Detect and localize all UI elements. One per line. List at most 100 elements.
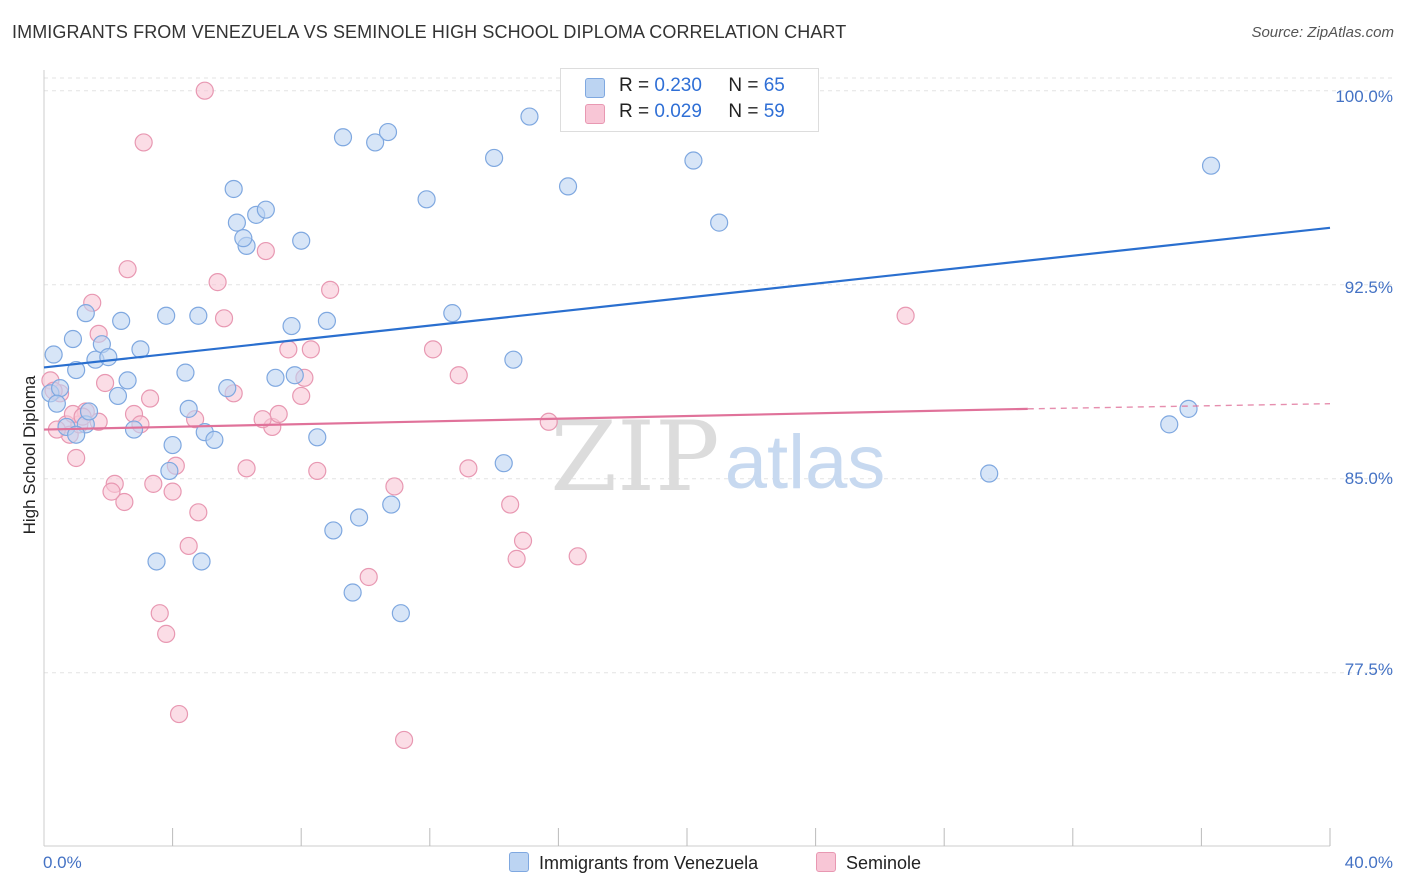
venezuela-point-32 <box>324 521 343 540</box>
seminole-point-28 <box>256 241 275 261</box>
venezuela-point-12 <box>112 311 131 331</box>
axes <box>43 70 1331 847</box>
seminole-point-18 <box>157 624 176 643</box>
seminole-point-15 <box>134 133 153 152</box>
venezuela-point-39 <box>391 604 410 623</box>
venezuela-trend-line <box>43 226 1331 369</box>
seminole-point-11 <box>115 492 134 512</box>
bottom-legend-label-venezuela: Immigrants from Venezuela <box>539 853 759 873</box>
seminole-point-30 <box>269 404 288 424</box>
watermark-zip: ZIP <box>550 401 719 513</box>
venezuela-point-53 <box>1179 399 1198 418</box>
seminole-point-23 <box>195 81 214 100</box>
venezuela-point-4 <box>63 329 83 349</box>
venezuela-point-37 <box>378 122 398 142</box>
seminole-point-38 <box>423 340 443 359</box>
venezuela-point-48 <box>684 151 703 170</box>
venezuela-point-31 <box>317 311 337 331</box>
venezuela-point-34 <box>343 583 362 602</box>
venezuela-point-19 <box>205 430 224 449</box>
venezuela-point-38 <box>382 495 401 514</box>
venezuela-point-45 <box>520 107 539 126</box>
r-label: R = <box>619 75 650 96</box>
seminole-point-4 <box>67 448 86 468</box>
trend-lines <box>43 226 1331 431</box>
venezuela-point-56 <box>67 425 86 444</box>
venezuela-point-61 <box>234 229 253 248</box>
venezuela-point-10 <box>99 348 118 367</box>
seminole-point-19 <box>163 482 182 501</box>
venezuela-point-63 <box>147 552 166 571</box>
seminole-point-37 <box>394 730 414 750</box>
seminole-point-32 <box>292 386 311 406</box>
seminole-point-41 <box>501 495 520 514</box>
venezuela-point-41 <box>443 304 462 323</box>
seminole-point-34 <box>321 280 340 299</box>
venezuela-point-11 <box>108 386 128 406</box>
venezuela-point-49 <box>710 213 729 232</box>
seminole-point-42 <box>507 549 526 568</box>
seminole-point-33 <box>308 461 327 481</box>
correlation-legend: R = 0.230 N = 65 R = 0.029 N = 59 <box>560 68 819 132</box>
venezuela-point-28 <box>285 366 304 385</box>
y-tick-label-85: 85.0% <box>1344 469 1393 488</box>
venezuela-point-52 <box>1160 415 1179 434</box>
venezuela-point-44 <box>504 350 523 369</box>
r-value: 0.029 <box>654 101 702 122</box>
seminole-point-9 <box>95 373 115 393</box>
seminole-point-16 <box>140 389 160 408</box>
legend-swatch-venezuela <box>585 78 605 98</box>
venezuela-point-17 <box>176 363 195 382</box>
venezuela-point-58 <box>163 435 182 455</box>
venezuela-point-36 <box>366 133 385 152</box>
bottom-legend-venezuela: Immigrants from Venezuela <box>509 852 758 874</box>
seminole-point-36 <box>385 477 404 496</box>
seminole-point-20 <box>169 704 189 724</box>
venezuela-point-42 <box>485 148 504 168</box>
venezuela-point-46 <box>558 177 578 196</box>
bottom-legend-label-seminole: Seminole <box>846 853 922 873</box>
venezuela-point-51 <box>980 464 999 483</box>
seminole-trend-line <box>43 407 1028 431</box>
venezuela-point-55 <box>76 304 95 323</box>
venezuela-point-43 <box>494 454 513 473</box>
venezuela-point-33 <box>333 128 353 147</box>
seminole-point-56 <box>301 340 320 359</box>
venezuela-point-29 <box>292 231 311 250</box>
bottom-legend-seminole: Seminole <box>816 852 921 874</box>
venezuela-point-26 <box>266 368 285 387</box>
seminole-point-12 <box>118 260 137 279</box>
y-tick-label-77-5: 77.5% <box>1344 660 1393 679</box>
seminole-point-51 <box>144 474 163 493</box>
venezuela-point-22 <box>227 213 246 232</box>
r-value: 0.230 <box>654 75 702 96</box>
venezuela-point-13 <box>118 371 137 390</box>
x-tick-label-max: 40.0% <box>1344 853 1393 872</box>
venezuela-point-14 <box>124 420 144 439</box>
y-tick-label-100: 100.0% <box>1335 87 1393 106</box>
legend-swatch-seminole <box>585 104 605 124</box>
n-value: 59 <box>763 101 785 122</box>
source-label: Source: ZipAtlas.com <box>1251 24 1394 41</box>
bottom-swatch-venezuela <box>509 852 529 872</box>
venezuela-point-35 <box>349 508 369 527</box>
venezuela-point-57 <box>160 461 179 481</box>
venezuela-point-5 <box>67 360 86 380</box>
venezuela-point-7 <box>79 402 99 421</box>
x-tick-label-min: 0.0% <box>43 853 82 872</box>
venezuela-point-60 <box>179 399 198 418</box>
seminole-point-43 <box>513 531 533 550</box>
seminole-trend-extension <box>1027 402 1331 410</box>
seminole-point-17 <box>150 604 169 623</box>
venezuela-point-27 <box>282 316 301 336</box>
bottom-swatch-seminole <box>816 852 836 872</box>
seminole-point-31 <box>279 340 298 359</box>
venezuela-point-62 <box>192 552 211 571</box>
venezuela-point-25 <box>256 200 275 219</box>
venezuela-point-2 <box>50 379 70 398</box>
legend-stats-seminole: R = 0.029 N = 59 <box>619 101 785 123</box>
n-value: 65 <box>763 75 785 96</box>
seminole-point-24 <box>208 273 227 292</box>
n-label: N = <box>728 75 759 96</box>
